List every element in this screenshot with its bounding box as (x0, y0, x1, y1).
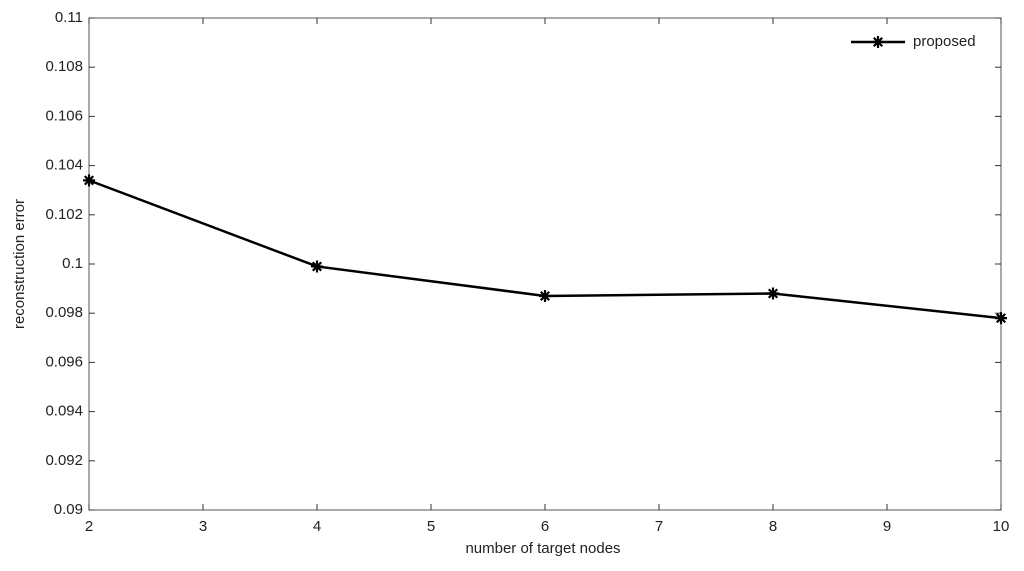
y-tick-label: 0.096 (45, 353, 83, 370)
x-tick-label: 5 (427, 518, 435, 535)
x-tick-label: 7 (655, 518, 663, 535)
data-marker (767, 287, 779, 300)
x-tick-label: 2 (85, 518, 93, 535)
plot-frame (88, 17, 1002, 511)
data-marker (311, 260, 323, 273)
y-axis-label: reconstruction error (11, 199, 28, 329)
y-tick-label: 0.098 (45, 304, 83, 321)
y-tick-label: 0.104 (45, 157, 83, 174)
x-tick-label: 3 (199, 518, 207, 535)
y-tick-label: 0.09 (54, 501, 83, 518)
x-tick-label: 8 (769, 518, 777, 535)
y-tick-label: 0.106 (45, 107, 83, 124)
data-marker (995, 312, 1007, 325)
y-tick-label: 0.1 (62, 255, 83, 272)
y-tick-label: 0.094 (45, 403, 83, 420)
legend-marker (872, 36, 884, 48)
x-tick-label: 9 (883, 518, 891, 535)
data-marker (539, 289, 551, 302)
x-tick-label: 4 (313, 518, 321, 535)
y-tick-label: 0.092 (45, 452, 83, 469)
x-axis-label: number of target nodes (465, 540, 620, 557)
y-tick-label: 0.108 (45, 58, 83, 75)
data-marker (83, 174, 95, 187)
y-tick-label: 0.102 (45, 206, 83, 223)
legend-label: proposed (913, 33, 976, 50)
x-tick-label: 10 (993, 518, 1010, 535)
x-tick-label: 6 (541, 518, 549, 535)
y-tick-label: 0.11 (55, 9, 83, 26)
